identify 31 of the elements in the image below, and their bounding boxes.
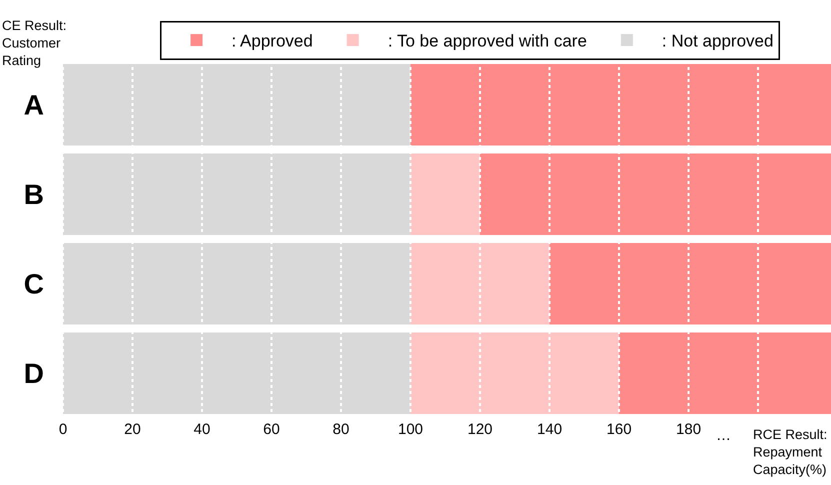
legend-label: : To be approved with care xyxy=(388,32,587,51)
legend-label: : Not approved xyxy=(662,32,774,51)
x-tick-label: 40 xyxy=(194,421,210,438)
x-axis-title: RCE Result: Repayment Capacity(%) xyxy=(753,427,828,478)
bar xyxy=(550,243,831,324)
bar xyxy=(410,64,831,146)
x-tick-label: 0 xyxy=(58,421,68,438)
y-tick-label: C xyxy=(24,268,44,300)
bar xyxy=(410,243,550,324)
y-tick-label: D xyxy=(24,358,44,390)
x-tick-label: 80 xyxy=(332,421,350,438)
x-tick-label: 140 xyxy=(537,421,562,438)
x-tick-label: 20 xyxy=(124,421,141,438)
bar xyxy=(480,154,831,235)
bar xyxy=(619,332,831,414)
y-tick-label: A xyxy=(24,90,44,121)
x-tick-label: 60 xyxy=(263,421,280,438)
bar xyxy=(410,154,480,235)
x-tick-label: 180 xyxy=(676,421,702,438)
bar xyxy=(63,243,411,324)
y-tick-label: B xyxy=(24,179,44,210)
x-tick-label: 120 xyxy=(467,421,493,438)
x-tick-label: 100 xyxy=(398,421,424,438)
y-axis-title: CE Result: Customer Rating xyxy=(2,18,67,68)
bar xyxy=(63,64,411,146)
text: … xyxy=(716,427,731,444)
bar xyxy=(63,332,411,414)
legend-label: : Approved xyxy=(232,32,313,51)
x-tick-label: 160 xyxy=(606,421,632,438)
bar xyxy=(410,332,620,414)
bar xyxy=(63,154,411,235)
